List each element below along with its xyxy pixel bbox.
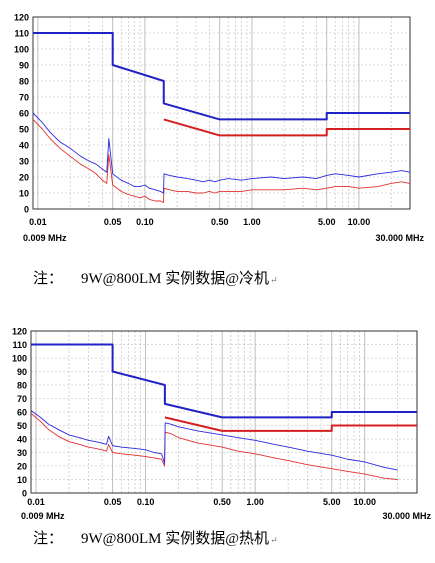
x-tick-label: 0.10 xyxy=(137,497,155,507)
y-tick-label: 20 xyxy=(17,462,27,472)
y-tick-label: 110 xyxy=(14,29,29,39)
y-tick-label: 80 xyxy=(19,77,29,87)
return-mark: ↵ xyxy=(270,535,278,545)
x-tick-label: 0.10 xyxy=(136,217,154,227)
y-tick-label: 40 xyxy=(19,141,29,151)
x-tick-label: 10.00 xyxy=(353,497,376,507)
series-measured-avg xyxy=(32,119,411,204)
caption-text: 9W@800LM 实例数据@冷机 xyxy=(81,271,270,287)
series-measured-avg xyxy=(30,413,398,480)
y-tick-label: 110 xyxy=(12,340,27,350)
y-tick-label: 80 xyxy=(17,381,27,391)
y-tick-label: 90 xyxy=(19,61,29,71)
x-tick-label: 0.05 xyxy=(104,497,122,507)
series-limit-qp xyxy=(33,32,410,121)
x-min-label: 0.009 MHz xyxy=(23,233,67,243)
y-tick-label: 30 xyxy=(17,448,27,458)
y-tick-label: 20 xyxy=(19,173,29,183)
y-tick-label: 120 xyxy=(12,327,27,337)
x-tick-label: 0.01 xyxy=(29,217,47,227)
y-tick-label: 70 xyxy=(17,394,27,404)
series-limit-qp xyxy=(31,343,417,419)
series-measured-qp xyxy=(32,112,411,194)
y-tick-label: 100 xyxy=(14,45,29,55)
y-tick-label: 50 xyxy=(17,421,27,431)
y-tick-label: 70 xyxy=(19,93,29,103)
caption-hot: 注： 9W@800LM 实例数据@热机↵ xyxy=(33,527,278,548)
series-measured-qp xyxy=(30,410,398,471)
x-tick-label: 0.05 xyxy=(104,217,122,227)
y-tick-label: 60 xyxy=(19,109,29,119)
y-tick-label: 0 xyxy=(24,205,29,215)
y-tick-label: 30 xyxy=(19,157,29,167)
x-tick-label: 0.50 xyxy=(211,217,229,227)
y-tick-label: 50 xyxy=(19,125,29,135)
series-limit-avg xyxy=(164,416,417,432)
emi-chart-cold: 0 10 20 30 40 50 60 70 80 90 100 110 120 0.01 0.05 0.10… xyxy=(14,13,425,244)
x-tick-label: 1.00 xyxy=(246,497,264,507)
series-limit-avg xyxy=(163,118,410,137)
x-tick-label: 5.00 xyxy=(318,217,336,227)
x-tick-label: 0.01 xyxy=(27,497,45,507)
caption-prefix: 注： xyxy=(33,271,64,287)
return-mark: ↵ xyxy=(270,275,278,285)
x-tick-label: 0.50 xyxy=(213,497,231,507)
caption-cold: 注： 9W@800LM 实例数据@冷机↵ xyxy=(33,267,278,288)
y-tick-label: 60 xyxy=(17,408,27,418)
x-max-label: 30.000 MHz xyxy=(375,233,424,243)
x-tick-label: 5.00 xyxy=(323,497,341,507)
x-max-label: 30.000 MHz xyxy=(382,511,431,521)
y-tick-label: 90 xyxy=(17,367,27,377)
y-tick-label: 100 xyxy=(12,354,27,364)
emi-chart-hot: 0 10 20 30 40 50 60 70 80 90 100 110 120 0.01 0.05 0.10… xyxy=(12,327,432,522)
caption-text: 9W@800LM 实例数据@热机 xyxy=(81,531,270,547)
y-tick-label: 10 xyxy=(17,475,27,485)
x-min-label: 0.009 MHz xyxy=(21,511,65,521)
y-tick-label: 0 xyxy=(22,489,27,499)
x-tick-label: 10.00 xyxy=(348,217,371,227)
caption-prefix: 注： xyxy=(33,531,64,547)
y-tick-label: 40 xyxy=(17,435,27,445)
y-tick-label: 120 xyxy=(14,13,29,23)
y-tick-label: 10 xyxy=(19,189,29,199)
x-tick-label: 1.00 xyxy=(243,217,261,227)
